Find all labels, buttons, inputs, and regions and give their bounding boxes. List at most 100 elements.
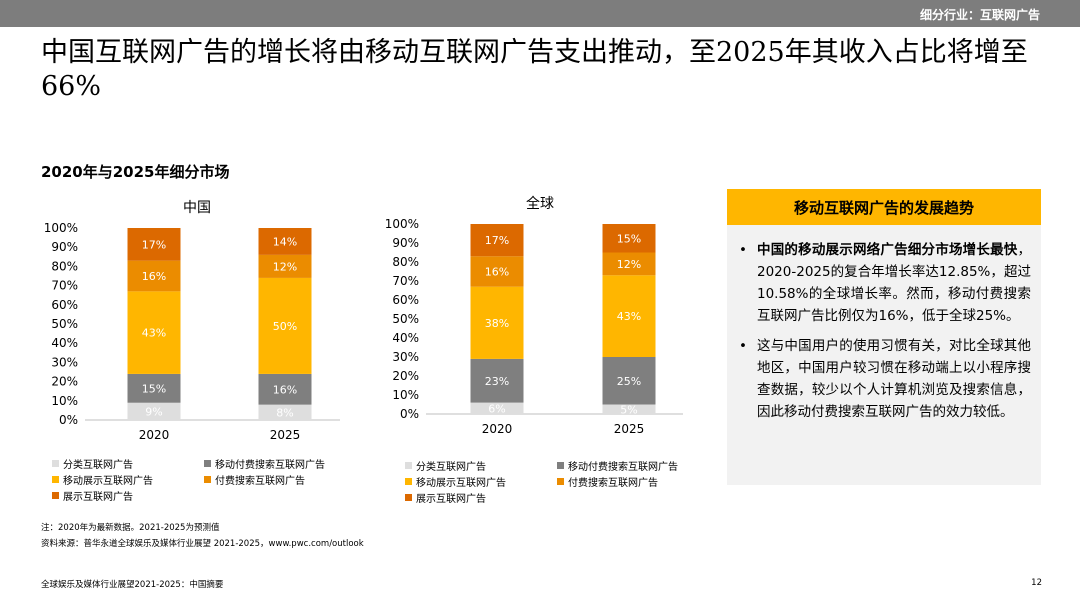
y-tick-label: 30% xyxy=(392,350,419,364)
section-label: 细分行业：互联网广告 xyxy=(919,8,1040,22)
bullet-emphasis: 中国的移动展示网络广告细分市场增长最快 xyxy=(757,242,1018,258)
y-tick-label: 60% xyxy=(392,293,419,307)
bar-segment xyxy=(470,256,524,287)
data-label: 17% xyxy=(485,234,509,247)
legend-label: 展示互联网广告 xyxy=(63,492,133,503)
bar-segment xyxy=(258,404,312,420)
legend-label: 付费搜索互联网广告 xyxy=(215,476,305,487)
legend-item: 展示互联网广告 xyxy=(405,490,486,505)
top-bar: 细分行业：互联网广告 xyxy=(0,0,1080,27)
footer-report-title: 全球娱乐及媒体行业展望2021-2025：中国摘要 xyxy=(41,580,224,590)
trend-bullet: • 中国的移动展示网络广告细分市场增长最快，2020-2025的复合年增长率达12… xyxy=(739,239,1031,327)
chart-title: 全球 xyxy=(526,195,554,212)
data-label: 15% xyxy=(617,232,641,245)
y-tick-label: 20% xyxy=(392,369,419,383)
legend-swatch xyxy=(405,462,412,469)
bar-segment xyxy=(470,224,524,257)
y-tick-label: 50% xyxy=(392,312,419,326)
y-tick-label: 70% xyxy=(51,279,78,293)
data-label: 5% xyxy=(620,403,637,416)
bar-segment xyxy=(258,373,312,405)
data-label: 23% xyxy=(485,375,509,388)
legend-item: 分类互联网广告 xyxy=(405,458,486,473)
bar-segment xyxy=(127,291,181,374)
legend-swatch xyxy=(52,460,59,467)
bar-segment xyxy=(470,402,524,414)
trend-panel-title: 移动互联网广告的发展趋势 xyxy=(727,189,1041,225)
legend-item: 移动展示互联网广告 xyxy=(52,472,153,487)
data-label: 16% xyxy=(142,270,166,283)
bar-segment xyxy=(602,357,656,405)
bar-segment xyxy=(470,358,524,403)
bar-segment xyxy=(258,228,312,255)
legend-item: 展示互联网广告 xyxy=(52,488,133,503)
bar-segment xyxy=(127,373,181,403)
x-tick-label: 2020 xyxy=(482,422,513,436)
data-label: 15% xyxy=(142,382,166,395)
y-tick-label: 0% xyxy=(59,413,78,427)
y-tick-label: 50% xyxy=(51,317,78,331)
chart-title: 中国 xyxy=(183,200,211,216)
legend-item: 移动付费搜索互联网广告 xyxy=(204,456,325,471)
data-label: 16% xyxy=(485,266,509,279)
y-tick-label: 80% xyxy=(51,259,78,273)
bar-segment xyxy=(127,260,181,292)
page-number: 12 xyxy=(1031,578,1042,588)
data-label: 9% xyxy=(145,405,162,418)
china-stacked-bar-chart: 中国 0% 10% 20% 30% 40% 50% 60% 70% 80% 90% 100% 9% 15%… xyxy=(44,200,340,442)
legend-item: 付费搜索互联网广告 xyxy=(557,474,658,489)
y-tick-label: 90% xyxy=(51,240,78,254)
page-headline: 中国互联网广告的增长将由移动互联网广告支出推动，至2025年其收入占比将增至66… xyxy=(41,37,1028,102)
trend-bullet: • 这与中国用户的使用习惯有关，对比全球其他地区，中国用户较习惯在移动端上以小程序… xyxy=(739,335,1031,423)
data-label: 16% xyxy=(273,383,297,396)
data-note: 注：2020年为最新数据。2021-2025为预测值 xyxy=(41,523,220,533)
y-tick-label: 10% xyxy=(51,394,78,408)
data-label: 12% xyxy=(273,260,297,273)
legend-swatch xyxy=(557,462,564,469)
bullet-text: 这与中国用户的使用习惯有关，对比全球其他地区，中国用户较习惯在移动端上以小程序搜… xyxy=(757,338,1031,420)
y-tick-label: 40% xyxy=(392,331,419,345)
data-source: 资料来源：普华永道全球娱乐及媒体行业展望 2021-2025，www.pwc.c… xyxy=(41,539,364,549)
y-tick-label: 100% xyxy=(44,221,78,235)
china-chart-legend: 分类互联网广告 移动付费搜索互联网广告移动展示互联网广告 付费搜索互联网广告展示互联… xyxy=(52,456,352,506)
bar-segment xyxy=(127,402,181,420)
data-label: 8% xyxy=(276,406,293,419)
bar-segment xyxy=(258,277,312,374)
y-tick-label: 0% xyxy=(400,407,419,421)
y-tick-label: 40% xyxy=(51,336,78,350)
bar-segment xyxy=(470,286,524,359)
y-tick-label: 30% xyxy=(51,355,78,369)
trend-bullet-list: • 中国的移动展示网络广告细分市场增长最快，2020-2025的复合年增长率达12… xyxy=(739,239,1031,431)
legend-swatch xyxy=(405,478,412,485)
legend-swatch xyxy=(557,478,564,485)
x-tick-label: 2025 xyxy=(270,428,301,442)
data-label: 50% xyxy=(273,320,297,333)
bar-segment xyxy=(127,228,181,261)
bar-segment xyxy=(602,224,656,253)
legend-item: 付费搜索互联网广告 xyxy=(204,472,305,487)
bullet-marker: • xyxy=(739,242,747,258)
y-tick-label: 90% xyxy=(392,236,419,250)
legend-item: 分类互联网广告 xyxy=(52,456,133,471)
x-tick-label: 2025 xyxy=(614,422,645,436)
legend-swatch xyxy=(405,494,412,501)
legend-label: 分类互联网广告 xyxy=(63,460,133,471)
bar-segment xyxy=(602,404,656,414)
global-stacked-bar-chart: 全球 0% 10% 20% 30% 40% 50% 60% 70% 80% 90% 100% 6% 23%… xyxy=(385,195,683,436)
data-label: 6% xyxy=(488,402,505,415)
trend-panel: 移动互联网广告的发展趋势 • 中国的移动展示网络广告细分市场增长最快，2020-2… xyxy=(727,189,1041,485)
legend-label: 移动展示互联网广告 xyxy=(416,478,506,489)
data-label: 43% xyxy=(617,310,641,323)
chart-section-title: 2020年与2025年细分市场 xyxy=(41,163,230,181)
legend-label: 展示互联网广告 xyxy=(416,494,486,505)
global-chart-legend: 分类互联网广告 移动付费搜索互联网广告 移动展示互联网广告 付费搜索互联网广告 展示互联… xyxy=(405,458,705,508)
legend-swatch xyxy=(52,476,59,483)
y-tick-label: 20% xyxy=(51,375,78,389)
bar-segment xyxy=(258,254,312,278)
bar-segment xyxy=(602,275,656,357)
bullet-marker: • xyxy=(739,338,747,354)
y-tick-label: 10% xyxy=(392,388,419,402)
legend-swatch xyxy=(204,476,211,483)
y-tick-label: 80% xyxy=(392,255,419,269)
x-tick-label: 2020 xyxy=(139,428,170,442)
